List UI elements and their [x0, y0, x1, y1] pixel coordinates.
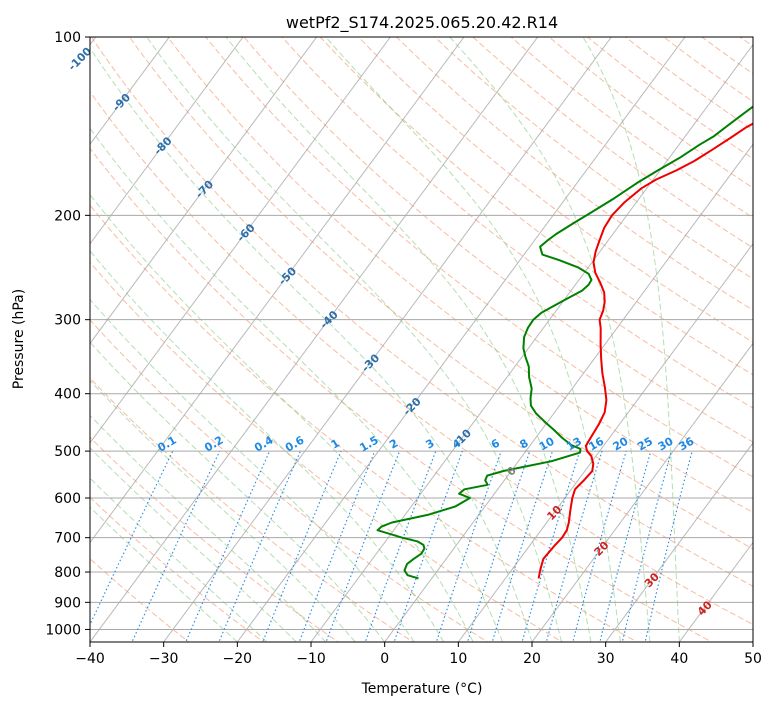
moist-adiabat [90, 477, 268, 642]
dry-adiabat [395, 37, 753, 311]
plot-frame [89, 36, 754, 643]
y-tick-label: 500 [54, 444, 81, 460]
moist-adiabat [146, 37, 562, 642]
x-tick-label: −10 [296, 651, 326, 667]
mixing-ratio-line [491, 450, 554, 642]
moist-adiabat [90, 193, 474, 642]
y-tick-label: 300 [54, 313, 81, 329]
x-tick-label: 40 [670, 651, 688, 667]
isotherm-line [310, 43, 753, 642]
y-axis-title: Pressure (hPa) [11, 289, 27, 389]
isotherm-line [605, 442, 753, 642]
temperature-profile-line [537, 122, 753, 579]
mixing-ratio-line [521, 450, 581, 642]
isotherm-line [384, 143, 753, 642]
moist-adiabat [90, 47, 533, 642]
isotherm-line [457, 242, 753, 642]
isotherm-line [90, 37, 318, 345]
mixing-ratio-line [393, 450, 463, 642]
isotherm-line [90, 37, 170, 146]
dry-adiabat [128, 37, 753, 550]
y-tick-label: 100 [54, 30, 81, 46]
dry-adiabat [90, 147, 713, 642]
x-tick-label: 0 [380, 651, 389, 667]
x-tick-label: 50 [744, 651, 762, 667]
mixing-ratio-line [466, 450, 531, 642]
mixing-ratio-line [572, 450, 627, 642]
moist-adiabat [90, 379, 356, 642]
x-axis-title: Temperature (°C) [361, 681, 483, 697]
axis-layer: −40 −30 −20 −10 0 10 20 30 40 50 100 200 300 400 500 60… [45, 30, 762, 667]
y-tick-label: 600 [54, 491, 81, 507]
x-tick-label: 20 [523, 651, 541, 667]
mixing-ratio-line [364, 450, 437, 642]
mixing-ratio-line [621, 450, 672, 642]
moist-adiabat [449, 37, 651, 642]
dry-adiabat [319, 37, 753, 376]
moist-adiabat [582, 37, 680, 642]
y-tick-label: 900 [54, 595, 81, 611]
y-tick-label: 700 [54, 531, 81, 547]
mixing-ratio-line [90, 450, 174, 626]
grid-layer [90, 37, 753, 642]
y-tick-label: 800 [54, 565, 81, 581]
dry-adiabat [90, 319, 489, 642]
mixing-ratio-line [325, 450, 401, 642]
x-tick-label: 10 [449, 651, 467, 667]
y-tick-label: 1000 [45, 622, 81, 638]
dry-adiabat [167, 37, 753, 514]
isotherm-line [90, 37, 391, 444]
x-tick-label: −40 [75, 651, 105, 667]
isotherm-line [236, 37, 686, 642]
x-tick-label: −20 [223, 651, 253, 667]
isotherm-line [90, 37, 465, 544]
dewpoint-profile-line [376, 105, 753, 580]
mixing-ratio-line [599, 450, 652, 642]
mixing-ratio-line [131, 450, 221, 642]
chart-title: wetPf2_S174.2025.065.20.42.R14 [286, 13, 558, 33]
dry-adiabat [243, 37, 753, 443]
moist-adiabat [90, 127, 503, 642]
isotherm-line [163, 37, 612, 642]
mixing-ratio-line [644, 450, 693, 642]
y-tick-label: 400 [54, 387, 81, 403]
x-tick-label: −30 [149, 651, 179, 667]
x-tick-label: 30 [597, 651, 615, 667]
isotherm-line [90, 37, 244, 245]
mixing-ratio-line [435, 450, 502, 642]
isotherm-line [531, 342, 753, 642]
mixing-ratio-line [545, 450, 603, 642]
moist-adiabat [90, 414, 327, 642]
data-layer [376, 105, 753, 580]
mixing-ratio-line [262, 450, 342, 642]
moist-adiabat [90, 250, 445, 642]
y-tick-label: 200 [54, 208, 81, 224]
moist-adiabat [90, 447, 297, 642]
mixing-ratio-line [298, 450, 376, 642]
moist-adiabat [90, 341, 386, 642]
isotherm-line [90, 37, 539, 642]
moist-adiabat [325, 37, 621, 642]
